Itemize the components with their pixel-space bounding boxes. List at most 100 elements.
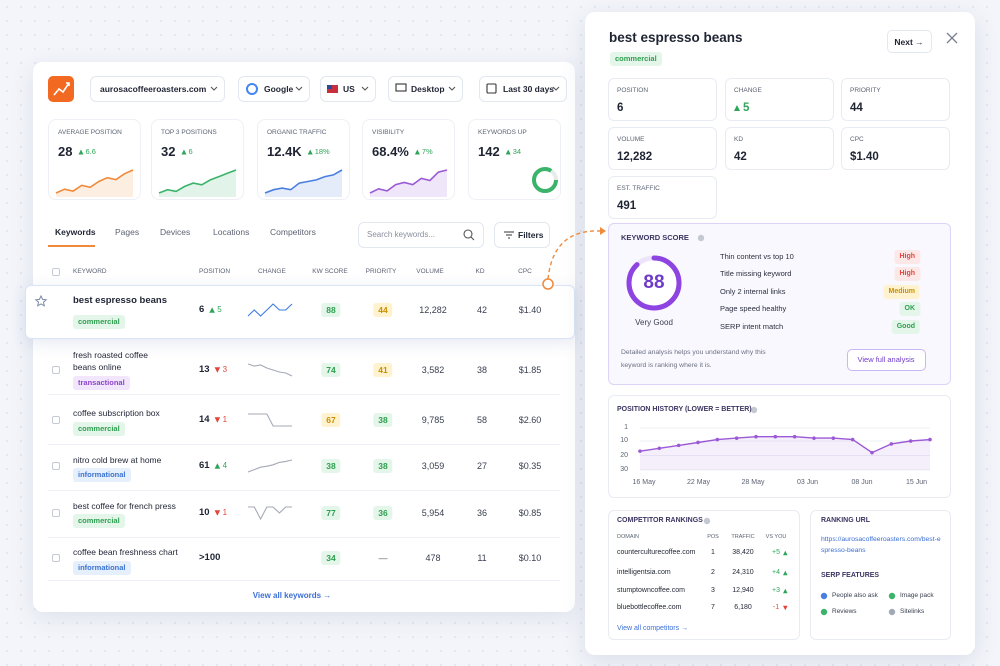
trend-arrow [783,588,788,594]
tab[interactable]: Competitors [270,227,316,237]
view-all-competitors[interactable]: View all competitors → [617,625,689,632]
ranking-url[interactable]: https://aurosacoffeeroasters.com/best-es… [821,536,941,554]
keyword-tag: commercial [73,514,125,528]
issue-level: High [894,250,920,264]
view-all-keywords[interactable]: View all keywords → [252,591,332,600]
history-point [792,434,797,439]
row-checkbox[interactable] [52,462,60,470]
stat-label: CPC [850,136,864,143]
tab[interactable]: Devices [160,227,191,237]
x-tick-label: 03 Jun [796,479,819,486]
stat-label: VOLUME [617,136,645,143]
flag-canton [327,85,332,89]
logo-icon [53,82,70,96]
row-highlight [25,285,575,339]
row-checkbox[interactable] [52,554,60,562]
competitor-vs: -1 [772,604,780,611]
competitor-domain: counterculturecoffee.com [617,549,696,556]
stat-card [725,78,834,121]
column-header: CHANGE [258,268,286,275]
next-label[interactable]: Next → [894,37,924,47]
cpc: $1.40 [518,305,542,315]
cpc: $0.85 [518,508,542,518]
connector [547,230,601,280]
position: >100 [199,552,221,563]
detail-tag: commercial [610,52,662,66]
dropdown-label: aurosacoffeeroasters.com [100,84,207,94]
row-checkbox[interactable] [52,509,60,517]
section-title: KEYWORD SCORE [621,233,689,242]
competitor-vs: +3 [772,587,780,594]
close-icon [946,32,958,44]
filters-button[interactable] [494,222,550,248]
keyword[interactable]: coffee subscription box [73,408,160,418]
metric-sparkline [264,169,343,194]
row-checkbox[interactable] [52,416,60,424]
metric-sparkline [158,169,237,194]
history-point [812,436,816,440]
column-header: KD [475,268,485,275]
metric-change: 7% [421,147,433,156]
trend-arrow [181,149,187,155]
change: 1 [222,415,228,424]
kd: 42 [476,305,488,315]
priority: 36 [373,506,393,520]
competitor-vs: +5 [772,549,780,556]
stat-card [608,176,717,219]
competitors-box [608,510,800,640]
search-box[interactable] [358,222,484,248]
analysis-button[interactable] [847,349,926,371]
column-header: POSITION [199,268,231,275]
x-tick-label: 28 May [741,479,765,486]
trend-arrow [414,149,420,155]
column-header: VOLUME [416,268,444,275]
competitor-domain: stumptowncoffee.com [617,587,685,594]
keyword[interactable]: nitro cold brew at home [73,455,162,465]
keyword[interactable]: fresh roasted coffee beans online [73,350,148,372]
donut [532,167,558,193]
tab[interactable]: Locations [213,227,250,237]
kw-score: 77 [321,506,341,520]
row-checkbox[interactable] [52,366,60,374]
ranking-box [810,510,951,640]
stat-card [841,78,950,121]
chevron [448,86,456,91]
issue-level: High [894,267,920,281]
filters-label: Filters [518,230,544,240]
dropdown[interactable] [479,76,567,102]
keyword[interactable]: best coffee for french press [73,501,176,511]
analysis-button-label[interactable]: View full analysis [857,355,915,364]
dropdown-label: Desktop [411,84,445,94]
tab[interactable]: Keywords [55,227,96,237]
feature-icon [888,608,896,616]
change: 5 [217,305,222,314]
metric-value: 68.4% [372,144,409,159]
row-sparkline [248,413,292,427]
column-header: PRIORITY [365,268,397,275]
competitor-domain: bluebottlecoffee.com [617,604,682,611]
dropdown[interactable] [90,76,225,102]
kw-score: 34 [321,551,341,565]
stat-value: $1.40 [850,151,879,163]
x-tick-label: 22 May [687,479,710,486]
metric-card [48,119,141,200]
next-button[interactable] [887,30,932,53]
column-header: TRAFFIC [731,534,755,540]
competitor-traffic: 38,420 [732,549,754,556]
issue-label: Only 2 internal links [720,287,786,296]
metric-change: 6.6 [85,147,96,156]
history-point [850,437,855,442]
logo [48,76,74,102]
kw-score: 67 [321,413,341,427]
keyword-tag: commercial [73,315,125,329]
trend-arrow [78,149,84,155]
history-point [754,434,758,439]
tab[interactable]: Pages [115,227,140,237]
stat-card [841,127,950,170]
y-tick-label: 20 [620,451,628,459]
keyword[interactable]: coffee bean freshness chart [73,547,178,557]
info-icon [703,517,711,525]
stat-value: 491 [617,200,637,212]
keyword[interactable]: best espresso beans [73,295,167,306]
